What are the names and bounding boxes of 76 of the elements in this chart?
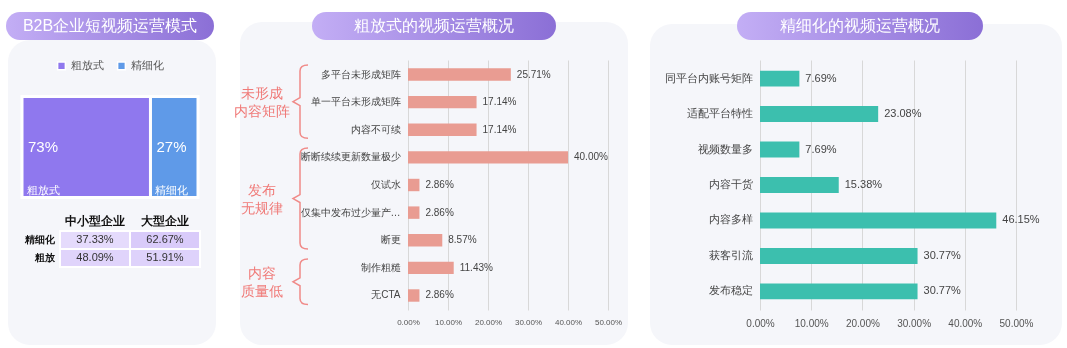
data-label: 7.69% (805, 142, 837, 155)
x-tick-label: 大型企业 (141, 213, 189, 228)
data-label: 25.71% (516, 68, 551, 80)
y-tick-label: 内容多样 (708, 213, 753, 226)
x-tick-label: 中小型企业 (65, 213, 125, 228)
bar (408, 261, 454, 275)
y-tick-label: 仅试水 (370, 179, 401, 190)
bar (760, 212, 997, 229)
x-tick-label: 10.00% (434, 317, 463, 327)
y-tick-label: 断更 (380, 234, 401, 246)
y-tick-label: 断断续续更新数量极少 (300, 151, 401, 163)
data-label: 30.77% (923, 284, 962, 297)
x-tick-label: 0.00% (397, 317, 420, 327)
x-tick-label: 40.00% (948, 317, 983, 329)
data-label: 51.91% (146, 251, 184, 263)
bar (760, 70, 800, 87)
x-tick-label: 40.00% (554, 317, 583, 327)
data-label: 8.57% (448, 234, 477, 246)
data-label: 48.09% (76, 251, 114, 263)
data-label: 2.86% (425, 289, 454, 301)
data-label: 17.14% (482, 96, 517, 108)
bar (408, 206, 420, 219)
data-label: 7.69% (805, 71, 837, 84)
x-tick-label: 10.00% (794, 317, 829, 329)
y-tick-label: 粗放 (33, 252, 56, 263)
y-tick-label: 同平台内账号矩阵 (664, 71, 753, 84)
data-label: 2.86% (425, 206, 454, 218)
x-tick-label: 30.00% (514, 317, 543, 327)
y-tick-label: 适配平台特性 (686, 107, 753, 120)
bar (408, 123, 477, 136)
x-tick-label: 20.00% (845, 317, 880, 329)
bar (760, 177, 839, 193)
x-tick-label: 50.00% (594, 317, 623, 327)
data-label: 17.14% (482, 123, 517, 135)
data-label: 46.15% (1002, 213, 1040, 226)
text: 内容质量低 (240, 264, 284, 301)
y-tick-label: 多平台未形成矩阵 (320, 68, 401, 80)
y-tick-label: 单一平台未形成矩阵 (310, 96, 401, 108)
data-label: 37.33% (76, 233, 114, 245)
bar (408, 68, 511, 81)
text: 发布无规律 (240, 180, 284, 217)
y-tick-label: 内容干货 (708, 178, 753, 190)
bar (408, 234, 443, 247)
bar (760, 141, 800, 158)
bar (408, 289, 420, 302)
bar (408, 95, 477, 109)
bar (760, 247, 918, 264)
bar (408, 151, 568, 164)
data-label: 15.38% (844, 178, 883, 190)
legend-label: 精细化 (131, 58, 164, 71)
x-tick-label: 30.00% (897, 317, 932, 329)
data-label: 40.00% (574, 151, 609, 163)
y-tick-label: 视频数量多 (697, 142, 753, 155)
bar (408, 178, 420, 192)
data-label: 23.08% (884, 107, 922, 120)
data-label: 62.67% (146, 233, 184, 245)
text: 精细化 (155, 184, 189, 196)
x-tick-label: 20.00% (474, 317, 503, 327)
text: 粗放式 (27, 184, 60, 196)
x-tick-label: 0.00% (746, 317, 775, 329)
x-tick-label: 50.00% (999, 317, 1034, 329)
data-label: 73% (28, 138, 59, 155)
legend-label: 粗放式 (71, 58, 104, 71)
bar (760, 283, 918, 300)
data-label: 11.43% (459, 261, 493, 273)
data-label: 30.77% (923, 248, 962, 261)
data-label: 27% (156, 138, 187, 155)
y-tick-label: 发布稳定 (708, 284, 753, 297)
y-tick-label: 制作粗糙 (360, 261, 401, 273)
y-tick-label: 无CTA (371, 289, 401, 301)
data-label: 2.86% (425, 179, 454, 190)
y-tick-label: 内容不可续 (350, 123, 401, 135)
text: 未形成内容矩阵 (233, 83, 291, 120)
y-tick-label: 获客引流 (708, 248, 753, 261)
y-tick-label: 仅集中发布过少量产… (300, 206, 401, 218)
bar (760, 106, 879, 123)
